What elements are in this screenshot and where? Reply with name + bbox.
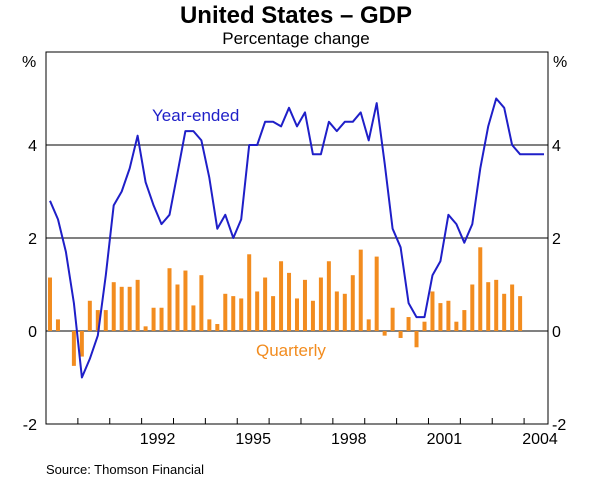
- quarterly-bar: [334, 291, 339, 331]
- quarterly-bar: [287, 272, 292, 331]
- quarterly-bar: [239, 298, 244, 331]
- quarterly-bar: [358, 249, 363, 331]
- quarterly-bar: [279, 261, 284, 331]
- quarterly-bar: [430, 291, 435, 331]
- quarterly-bar: [199, 275, 204, 331]
- quarterly-bar: [119, 286, 124, 331]
- year-ended-line: [49, 97, 544, 379]
- quarterly-bar: [398, 331, 403, 338]
- quarterly-bar: [390, 307, 395, 331]
- quarterly-bar: [135, 279, 140, 331]
- quarterly-bar: [159, 307, 164, 331]
- chart-title: United States – GDP: [179, 2, 413, 29]
- quarterly-bar: [342, 293, 347, 331]
- quarterly-bar: [151, 307, 156, 331]
- quarterly-bar: [438, 303, 443, 331]
- quarterly-bar: [263, 277, 268, 331]
- quarterly-bar: [111, 282, 116, 331]
- quarterly-bar: [326, 261, 331, 331]
- quarterly-bar: [366, 319, 371, 331]
- y-tick-label-right: -2: [552, 417, 566, 434]
- quarterly-bar: [71, 331, 76, 366]
- quarterly-bar: [79, 331, 84, 357]
- x-tick-label: 1995: [235, 431, 271, 448]
- quarterly-bar: [446, 300, 451, 331]
- y-axis-unit-left: %: [22, 54, 37, 71]
- quarterly-bar: [103, 310, 108, 331]
- quarterly-bar: [486, 282, 491, 331]
- quarterly-bar: [462, 310, 467, 331]
- quarterly-bar: [318, 277, 323, 331]
- quarterly-bar: [87, 300, 92, 331]
- y-tick-label-left: 2: [28, 231, 37, 248]
- series-label-quarterly: Quarterly: [256, 341, 326, 360]
- chart-subtitle: Percentage change: [222, 29, 370, 48]
- quarterly-bar: [470, 284, 475, 331]
- quarterly-bar: [127, 286, 132, 331]
- quarterly-bar: [518, 296, 523, 331]
- source-note: Source: Thomson Financial: [46, 462, 205, 477]
- quarterly-bar: [478, 247, 483, 331]
- quarterly-bar: [223, 293, 228, 331]
- quarterly-bar: [374, 256, 379, 331]
- quarterly-bar: [183, 270, 188, 331]
- quarterly-bar: [231, 296, 236, 331]
- y-axis-unit-right: %: [553, 54, 568, 71]
- quarterly-bar: [175, 284, 180, 331]
- quarterly-bar: [215, 324, 220, 331]
- y-tick-label-left: -2: [23, 417, 37, 434]
- quarterly-bar: [454, 321, 459, 331]
- x-tick-label: 2001: [427, 431, 463, 448]
- quarterly-bar: [510, 284, 515, 331]
- quarterly-bar: [255, 291, 260, 331]
- series-label-year-ended: Year-ended: [152, 106, 239, 125]
- x-tick-label: 1998: [331, 431, 367, 448]
- quarterly-bar: [295, 298, 299, 331]
- quarterly-bar: [422, 321, 427, 331]
- quarterly-bar: [143, 326, 148, 331]
- y-tick-label-right: 4: [552, 138, 561, 155]
- quarterly-bar: [302, 279, 307, 331]
- quarterly-bar: [406, 317, 411, 331]
- y-tick-label-right: 2: [552, 231, 561, 248]
- y-tick-label-left: 4: [28, 138, 37, 155]
- quarterly-bar: [382, 331, 387, 336]
- quarterly-bar: [191, 305, 196, 331]
- quarterly-bar: [494, 279, 499, 331]
- quarterly-bar: [271, 296, 276, 331]
- quarterly-bar: [310, 300, 315, 331]
- quarterly-bar: [247, 254, 252, 331]
- quarterly-bar: [95, 310, 100, 331]
- quarterly-bar: [502, 293, 507, 331]
- quarterly-bar: [55, 319, 60, 331]
- quarterly-bar: [350, 275, 355, 331]
- quarterly-bar: [47, 277, 52, 331]
- y-tick-label-left: 0: [28, 324, 37, 341]
- quarterly-bar: [167, 268, 172, 331]
- quarterly-bar: [207, 319, 212, 331]
- plot-frame: [45, 51, 549, 425]
- x-tick-label: 2004: [522, 431, 558, 448]
- y-tick-label-right: 0: [552, 324, 561, 341]
- quarterly-bar: [414, 331, 419, 348]
- x-tick-label: 1992: [140, 431, 176, 448]
